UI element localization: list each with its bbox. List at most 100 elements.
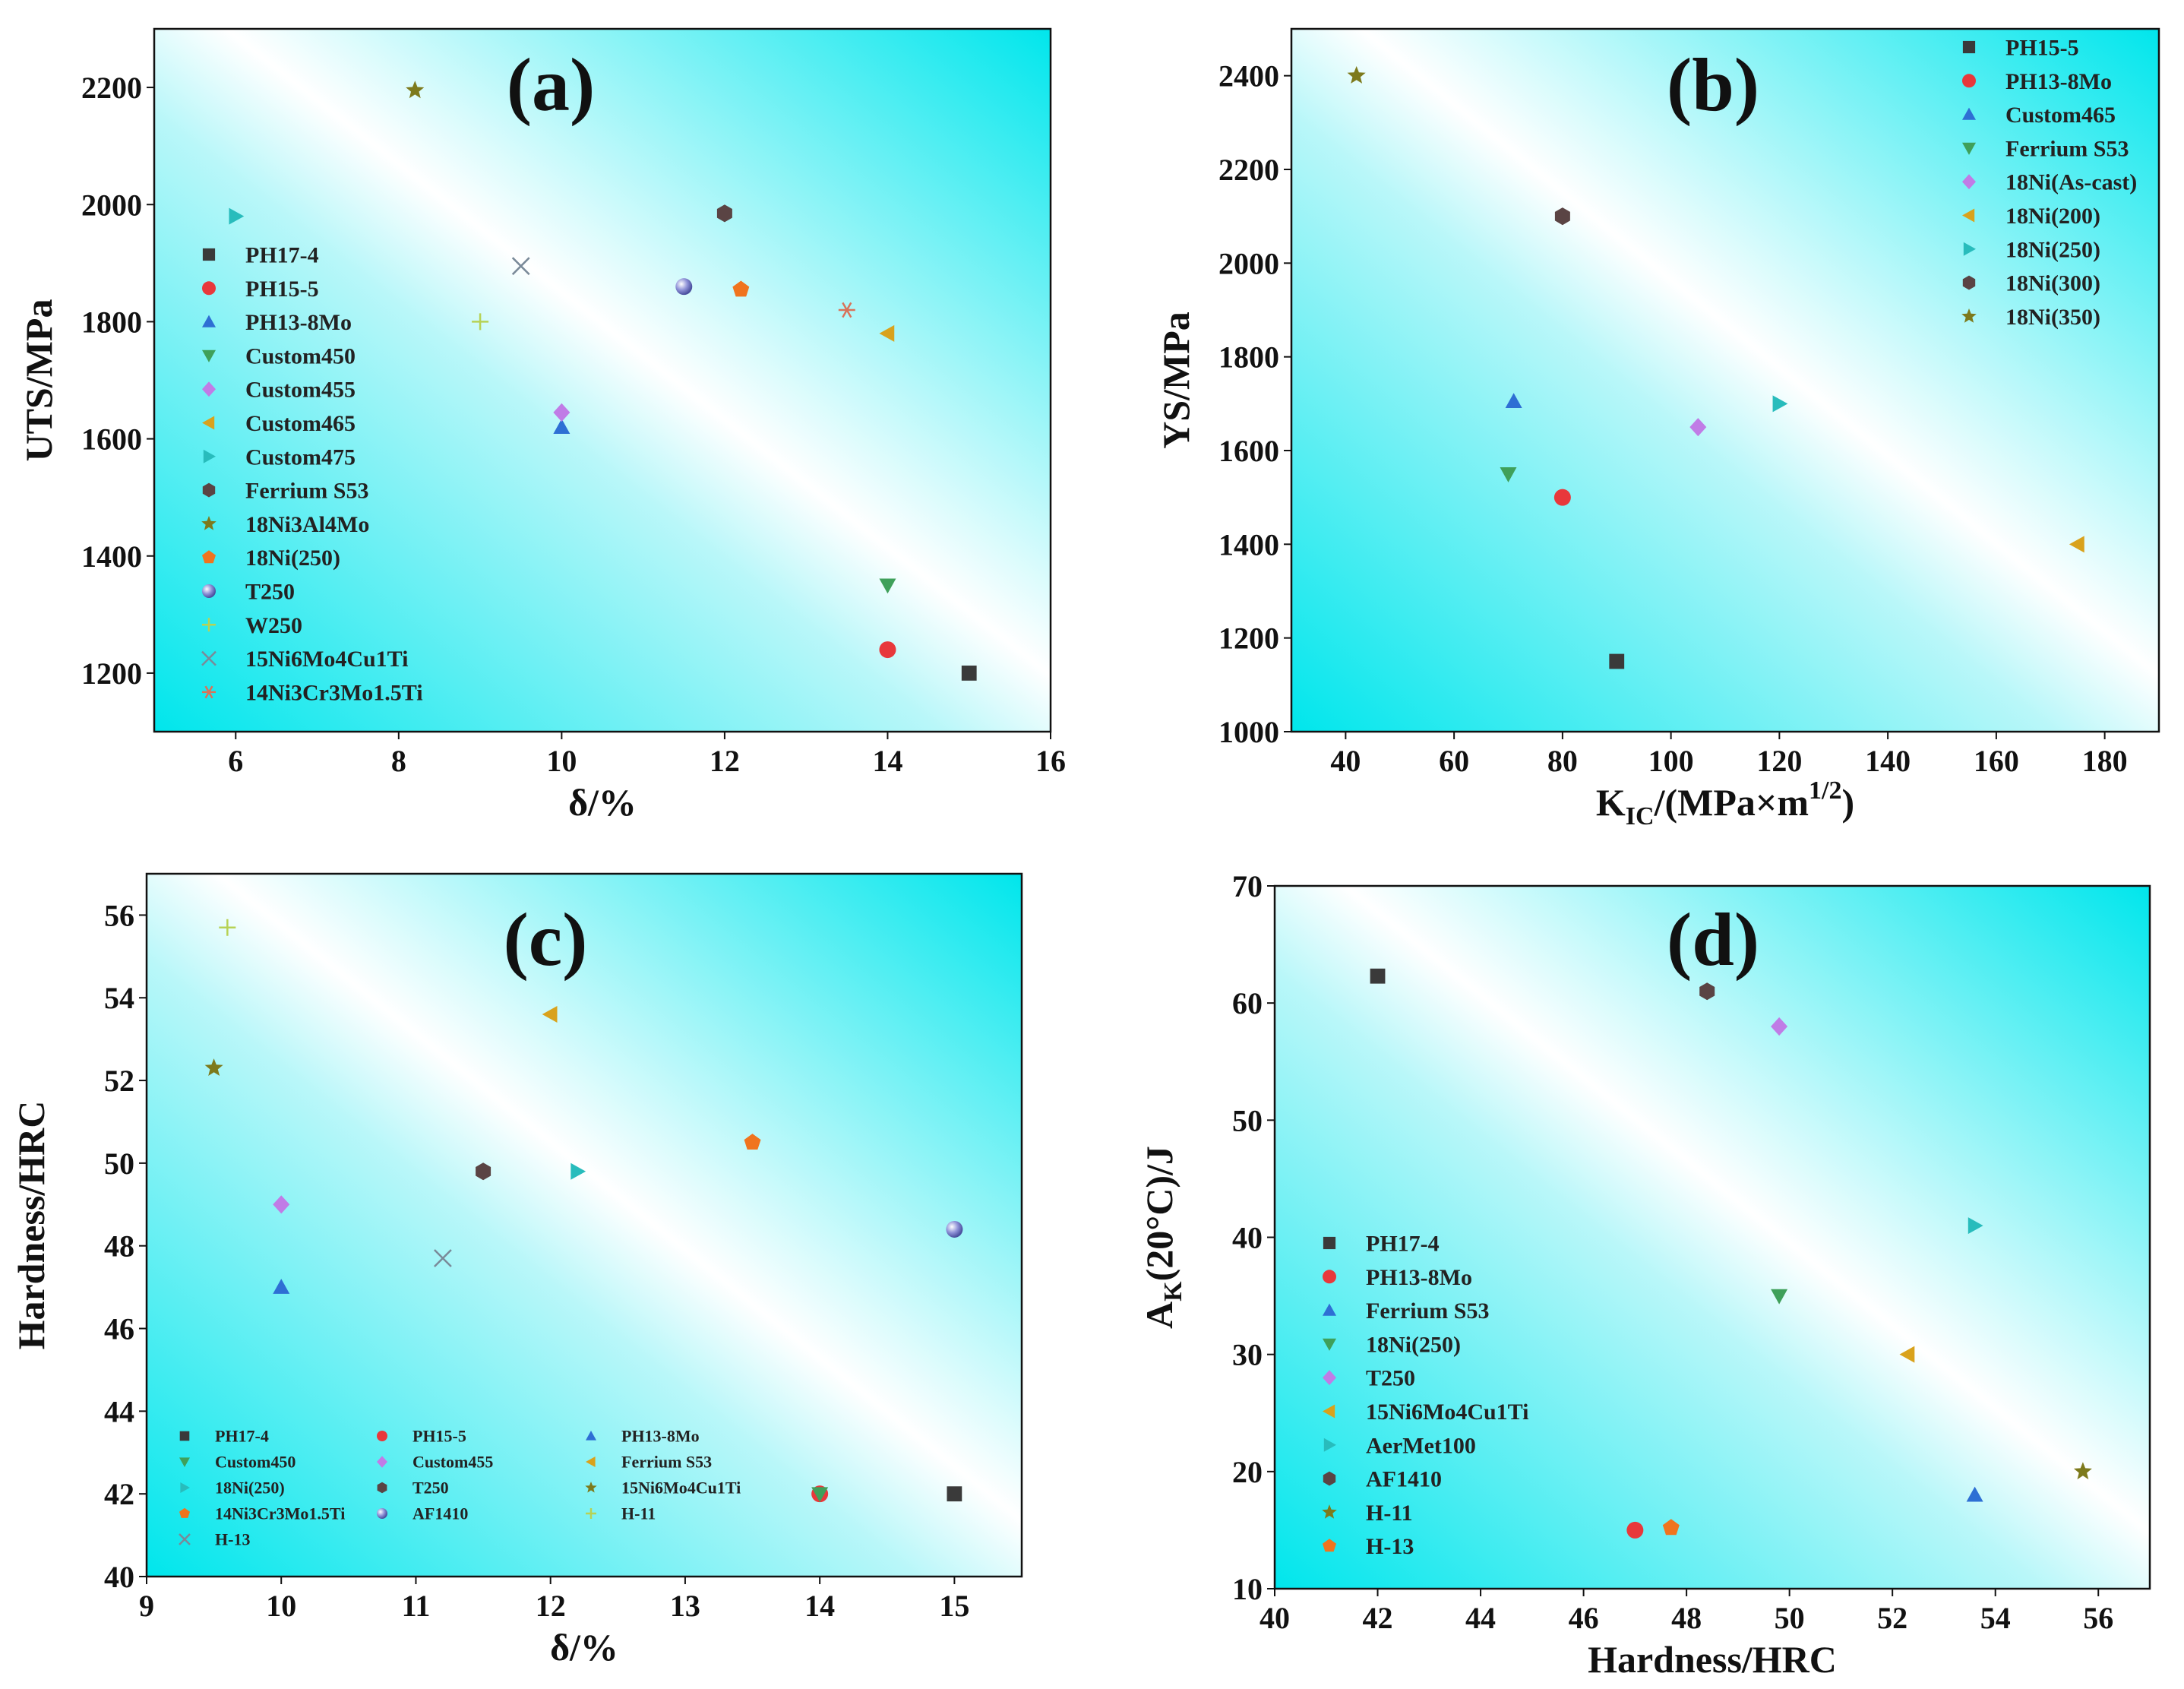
legend-label: PH13-8Mo — [1366, 1265, 1472, 1290]
x-tick-label: 54 — [1980, 1601, 2011, 1635]
legend-marker-H-11 — [1322, 1504, 1337, 1519]
y-tick-label: 40 — [1232, 1221, 1263, 1255]
legend-marker-PH13-8Mo — [202, 315, 216, 327]
y-tick-label: 48 — [104, 1229, 134, 1264]
data-point-18Ni(250) — [732, 280, 750, 297]
legend-marker-H-13 — [179, 1533, 191, 1545]
legend-marker-Custom455 — [202, 381, 216, 397]
data-point-AF1410 — [946, 1220, 963, 1238]
legend-label: 18Ni(250) — [2005, 237, 2100, 262]
data-point-18Ni(350) — [1347, 66, 1366, 84]
plot-frame-c — [145, 872, 1023, 1578]
x-tick-label: 44 — [1465, 1601, 1496, 1635]
legend-marker-PH13-8Mo — [586, 1431, 596, 1441]
legend-marker-Ferrium S53 — [586, 1457, 596, 1467]
x-axis-label-a: δ/% — [568, 781, 637, 824]
y-tick-label: 44 — [104, 1394, 134, 1428]
legend-marker-Custom450 — [179, 1457, 190, 1467]
data-point-PH15-5 — [1609, 653, 1625, 669]
x-tick-label: 13 — [670, 1589, 700, 1623]
legend-label: T250 — [245, 580, 295, 605]
legend-label: 14Ni3Cr3Mo1.5Ti — [245, 680, 423, 705]
legend-marker-18Ni(250) — [1963, 242, 1976, 256]
plot-area-a — [154, 29, 1051, 732]
legend-marker-PH15-5 — [377, 1431, 387, 1441]
data-point-18Ni(250) — [570, 1162, 586, 1180]
legend-label: Custom475 — [245, 444, 356, 470]
x-tick-label: 11 — [402, 1589, 431, 1623]
legend-label: Ferrium S53 — [2005, 136, 2129, 161]
panel-title-d: (d) — [1667, 897, 1759, 982]
legend-marker-H-13 — [1323, 1539, 1336, 1552]
x-tick-label: 10 — [266, 1589, 296, 1623]
legend-label: 15Ni6Mo4Cu1Ti — [621, 1479, 741, 1498]
legend-label: AF1410 — [412, 1504, 468, 1523]
y-tick-label: 2000 — [1218, 246, 1279, 280]
legend-label: 18Ni(As-cast) — [2005, 170, 2137, 195]
y-tick-label: 1200 — [81, 656, 142, 691]
y-tick-label: 1800 — [81, 305, 142, 339]
y-axis-label-d: AK(20°C)/J — [1138, 1146, 1187, 1329]
x-tick-label: 42 — [1363, 1601, 1393, 1635]
y-tick-label: 1400 — [81, 539, 142, 574]
legend-marker-15Ni6Mo4Cu1Ti — [585, 1482, 597, 1493]
legend-label: PH17-4 — [215, 1427, 269, 1446]
legend-label: H-11 — [621, 1504, 656, 1523]
legend-label: PH13-8Mo — [2005, 69, 2112, 94]
data-point-Custom450 — [811, 1487, 829, 1503]
y-tick-label: 50 — [104, 1147, 134, 1181]
y-tick-label: 1400 — [1218, 527, 1279, 561]
x-tick-label: 140 — [1865, 744, 1911, 778]
panel-c: 9 10 11 12 13 14 15 40 42 44 46 48 50 52 54 56 δ/% Hardne… — [10, 872, 1023, 1668]
x-tick-label: 40 — [1260, 1601, 1290, 1635]
data-point-18Ni(200) — [2069, 536, 2084, 553]
legend-label: PH13-8Mo — [245, 310, 352, 335]
panel-b: 40 60 80 100 120 140 160 180 1000 1200 1400 1600 180… — [1155, 27, 2160, 830]
legend-marker-T250 — [1323, 1370, 1336, 1386]
y-axis-label-b: YS/MPa — [1155, 312, 1197, 449]
x-tick-label: 56 — [2083, 1601, 2113, 1635]
y-tick-label: 54 — [104, 981, 134, 1015]
y-tick-label: 10 — [1232, 1572, 1263, 1606]
x-tick-label: 48 — [1671, 1601, 1702, 1635]
data-point-14Ni3Cr3Mo1.5Ti — [744, 1134, 761, 1150]
legend-label: Ferrium S53 — [621, 1453, 712, 1472]
y-tick-label: 1600 — [81, 422, 142, 457]
data-point-PH13-8Mo — [1553, 489, 1571, 506]
legend-marker-14Ni3Cr3Mo1.5Ti — [179, 1507, 190, 1518]
legend-marker-18Ni(300) — [1962, 275, 1976, 290]
legend-marker-W250 — [202, 618, 216, 632]
y-tick-label: 42 — [104, 1477, 134, 1511]
legend-b: PH15-5 PH13-8Mo Custom465 Ferrium S53 18Ni(A… — [1961, 36, 2137, 330]
legend-label: Custom450 — [245, 343, 356, 368]
data-point-Ferrium S53 — [1966, 1486, 1983, 1502]
plot-frame-d — [1273, 884, 2151, 1590]
legend-marker-15Ni6Mo4Cu1Ti — [1323, 1404, 1335, 1419]
y-tick-label: 30 — [1232, 1338, 1263, 1372]
x-tick-label: 9 — [139, 1589, 154, 1623]
legend-marker-T250 — [377, 1482, 387, 1494]
data-point-Custom455 — [273, 1195, 290, 1214]
legend-label: W250 — [245, 613, 302, 638]
legend-label: 15Ni6Mo4Cu1Ti — [1366, 1400, 1528, 1425]
legend-marker-Custom475 — [203, 449, 216, 463]
x-tick-label: 46 — [1569, 1601, 1599, 1635]
legend-marker-18Ni(250) — [180, 1482, 190, 1493]
legend-label: H-11 — [1366, 1501, 1413, 1526]
legend-label: 14Ni3Cr3Mo1.5Ti — [215, 1504, 345, 1523]
data-point-Custom450 — [879, 578, 896, 594]
y-tick-label: 60 — [1232, 986, 1263, 1020]
data-point-H-11 — [219, 919, 236, 936]
y-tick-label: 46 — [104, 1312, 134, 1346]
legend-label: 18Ni(200) — [2005, 204, 2100, 229]
data-point-AerMet100 — [1967, 1217, 1983, 1235]
legend-label: AerMet100 — [1366, 1433, 1476, 1458]
legend-label: Custom450 — [215, 1453, 296, 1472]
legend-label: Custom465 — [245, 411, 356, 436]
legend-label: 18Ni(350) — [2005, 305, 2100, 330]
x-tick-label: 8 — [391, 744, 406, 778]
legend-marker-PH15-5 — [1962, 40, 1976, 54]
legend-label: H-13 — [215, 1530, 250, 1549]
legend-d: PH17-4 PH13-8Mo Ferrium S53 18Ni(250) T250 15… — [1322, 1232, 1528, 1559]
